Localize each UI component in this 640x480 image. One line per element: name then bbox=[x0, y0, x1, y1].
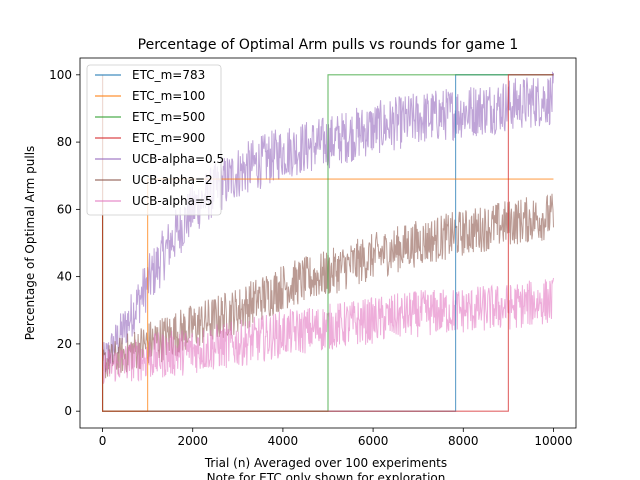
legend-label: ETC_m=500 bbox=[132, 110, 205, 124]
y-tick-label: 60 bbox=[57, 202, 72, 216]
x-tick-label: 0 bbox=[99, 434, 107, 448]
legend-label: ETC_m=100 bbox=[132, 89, 205, 103]
x-tick-label: 8000 bbox=[448, 434, 479, 448]
legend-label: UCB-alpha=2 bbox=[132, 173, 213, 187]
x-axis-ticks: 0 2000 4000 6000 8000 10000 bbox=[99, 428, 573, 448]
x-tick-label: 4000 bbox=[268, 434, 299, 448]
x-axis-label-line2: Note for ETC only shown for exploration bbox=[207, 471, 446, 480]
y-tick-label: 20 bbox=[57, 337, 72, 351]
legend-box bbox=[86, 64, 222, 216]
y-tick-label: 100 bbox=[49, 68, 72, 82]
legend-label: UCB-alpha=0.5 bbox=[132, 152, 224, 166]
axes bbox=[79, 57, 577, 429]
y-axis-ticks: 0 20 40 60 80 100 bbox=[49, 68, 80, 418]
y-tick-label: 80 bbox=[57, 135, 72, 149]
y-axis-label: Percentage of Optimal Arm pulls bbox=[23, 146, 37, 341]
series-line-etc-m-900 bbox=[101, 74, 554, 412]
chart-title: Percentage of Optimal Arm pulls vs round… bbox=[138, 37, 519, 53]
x-axis-label-line1: Trial (n) Averaged over 100 experiments bbox=[204, 456, 447, 470]
y-tick-label: 40 bbox=[57, 270, 72, 284]
axes-frame bbox=[79, 57, 577, 429]
x-tick-label: 10000 bbox=[534, 434, 572, 448]
legend-label: ETC_m=783 bbox=[132, 68, 205, 82]
legend: ETC_m=783 ETC_m=100 ETC_m=500 ETC_m=900 UCB-… bbox=[86, 64, 224, 216]
x-tick-label: 6000 bbox=[358, 434, 389, 448]
legend-label: ETC_m=900 bbox=[132, 131, 205, 145]
y-tick-label: 0 bbox=[64, 404, 72, 418]
plot-area bbox=[101, 71, 554, 412]
x-tick-label: 2000 bbox=[177, 434, 208, 448]
legend-label: UCB-alpha=5 bbox=[132, 194, 213, 208]
